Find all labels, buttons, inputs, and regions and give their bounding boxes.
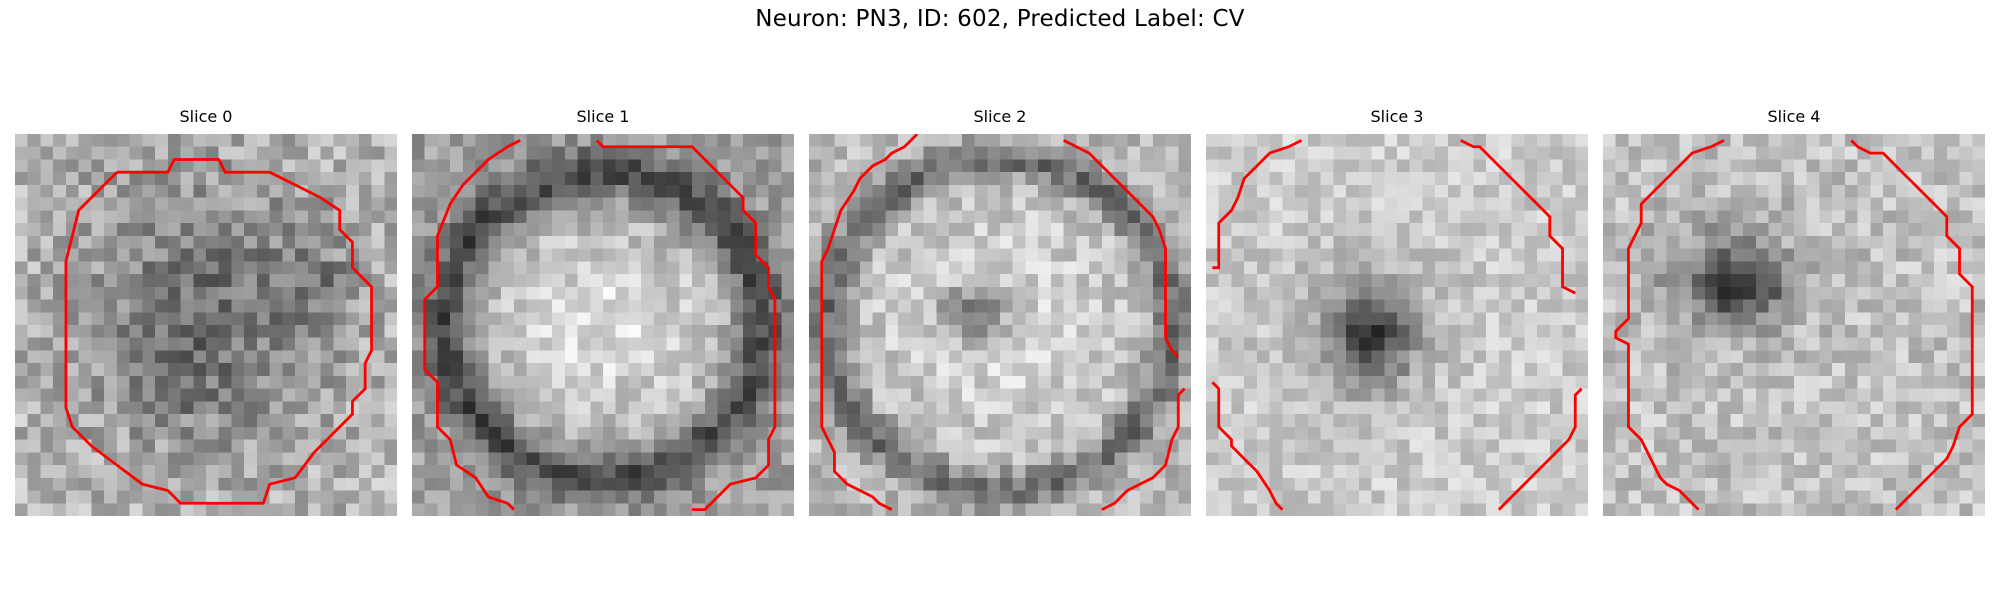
slice-title-3: Slice 3 [1370, 107, 1424, 126]
contour-line-2-left [820, 134, 919, 511]
contour-line-2-right [1063, 139, 1180, 358]
slice-title-2: Slice 2 [973, 107, 1027, 126]
slice-title-0: Slice 0 [179, 107, 233, 126]
slice-panel-0: Slice 0 [15, 107, 397, 516]
slice-panel-2: Slice 2 [809, 107, 1191, 516]
slice-image-1 [412, 134, 794, 516]
contour-line-3-bl [1211, 381, 1284, 511]
contour-line-4-right [1850, 139, 1974, 511]
slice-image-4 [1603, 134, 1985, 516]
slice-title-1: Slice 1 [576, 107, 630, 126]
figure-title: Neuron: PN3, ID: 602, Predicted Label: C… [755, 6, 1245, 32]
slice-image-3 [1206, 134, 1588, 516]
contour-line-1-left [423, 139, 521, 511]
slice-panel-1: Slice 1 [412, 107, 794, 516]
contour-line-4-left [1614, 139, 1725, 511]
contour-line-2-lower [1101, 387, 1186, 511]
contour-line-3-tl [1212, 139, 1303, 270]
slice-title-4: Slice 4 [1767, 107, 1821, 126]
slice-image-0 [15, 134, 397, 516]
contour-line-0 [64, 158, 373, 505]
contour-line-1-right [595, 139, 777, 512]
contour-line-3-br [1497, 387, 1583, 511]
slice-panel-3: Slice 3 [1206, 107, 1588, 516]
slice-panel-4: Slice 4 [1603, 107, 1985, 516]
contour-line-3-tr [1460, 139, 1576, 295]
slice-image-2 [809, 134, 1191, 516]
